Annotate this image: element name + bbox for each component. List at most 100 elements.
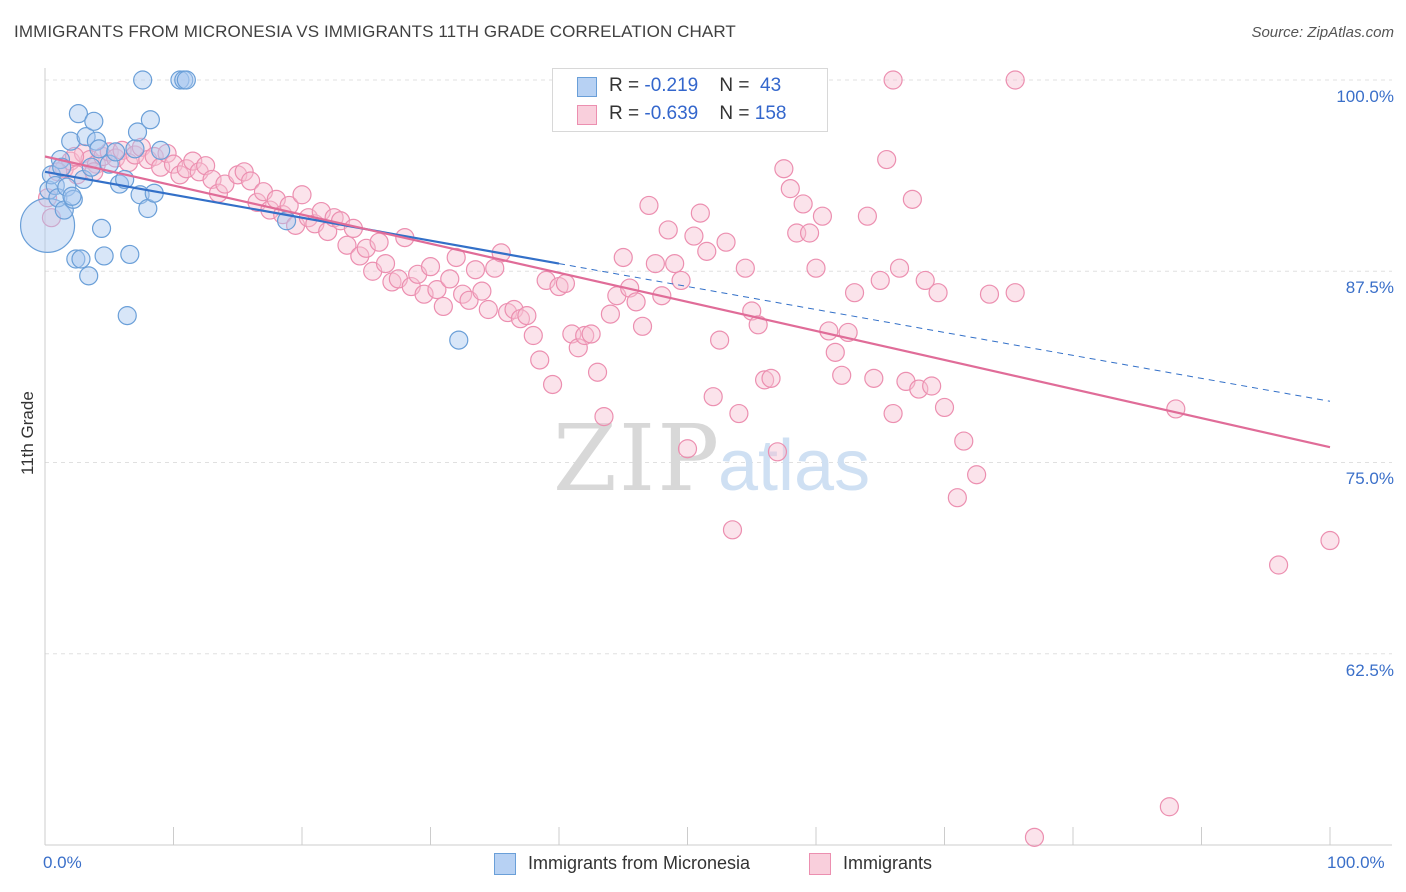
immigrants-point: [902, 189, 922, 209]
n-value: 43: [760, 75, 782, 96]
immigrants-point: [555, 273, 576, 294]
immigrants-point: [819, 321, 839, 341]
watermark-zip: ZIP: [553, 405, 721, 512]
immigrants-point: [870, 270, 890, 291]
micronesia-point: [117, 306, 137, 326]
immigrants-point: [594, 407, 614, 427]
immigrants-point: [645, 254, 665, 274]
micronesia-point: [61, 131, 81, 151]
immigrants-point: [857, 206, 878, 226]
immigrants-point: [671, 270, 691, 291]
series-micronesia-points: [19, 70, 469, 350]
micronesia-point: [94, 246, 114, 266]
micronesia-point: [84, 111, 104, 131]
correlation-legend: R = -0.219 N = 43 R = -0.639 N = 158: [552, 68, 828, 132]
immigrants-point: [825, 342, 845, 362]
micronesia-point: [66, 249, 86, 269]
immigrants-point: [427, 280, 447, 300]
immigrants-point: [1159, 797, 1179, 817]
immigrants-point: [883, 403, 903, 424]
immigrants-point: [1166, 399, 1186, 419]
immigrants-point: [684, 226, 704, 246]
n-label: N =: [719, 103, 755, 124]
immigrants-point: [799, 223, 820, 243]
watermark-atlas: atlas: [718, 426, 870, 506]
immigrants-point: [337, 235, 357, 255]
micronesia-point: [76, 127, 96, 147]
immigrants-point: [292, 185, 312, 205]
micronesia-point: [89, 139, 109, 159]
immigrants-point: [954, 431, 974, 451]
micronesia-point: [449, 330, 469, 350]
immigrants-point: [754, 370, 775, 390]
legend-swatch-blue: [577, 77, 597, 97]
micronesia-point: [86, 131, 107, 151]
immigrants-point: [658, 220, 678, 240]
immigrants-point: [832, 365, 852, 385]
immigrants-point: [414, 284, 434, 304]
immigrants-point: [1320, 530, 1340, 551]
legend-stats: R = -0.639 N = 158: [609, 103, 786, 125]
immigrants-point: [517, 306, 537, 326]
micronesia-point: [68, 104, 89, 124]
r-value: -0.219: [644, 75, 699, 96]
immigrants-point: [780, 179, 800, 199]
immigrants-point: [478, 299, 498, 320]
micronesia-point: [120, 244, 140, 265]
immigrants-point: [163, 154, 184, 174]
immigrants-trend-line: [44, 155, 1331, 449]
micronesia-point: [52, 157, 72, 177]
immigrants-point: [922, 376, 942, 396]
immigrants-point: [748, 315, 768, 335]
bottom-legend-label: Immigrants from Micronesia: [528, 853, 751, 873]
n-label: N =: [719, 75, 755, 96]
immigrants-point: [472, 281, 492, 301]
immigrants-point: [677, 439, 698, 459]
micronesia-point: [99, 154, 119, 174]
immigrants-point: [530, 350, 550, 370]
immigrants-point: [125, 145, 145, 165]
immigrants-point: [928, 283, 948, 303]
immigrants-point: [350, 246, 370, 266]
immigrants-point: [934, 397, 955, 418]
micronesia-point: [106, 142, 126, 162]
immigrants-point: [864, 368, 884, 388]
legend-swatch-pink: [577, 105, 597, 125]
immigrants-point: [1024, 827, 1045, 847]
immigrants-point: [967, 465, 987, 485]
y-axis-label: 11th Grade: [18, 391, 37, 475]
bottom-legend-label: Immigrants: [843, 853, 933, 873]
micronesia-trend-line: [44, 170, 560, 265]
micronesia-point: [71, 249, 91, 269]
immigrants-point: [587, 362, 608, 382]
immigrants-point: [581, 324, 601, 344]
immigrants-point: [613, 247, 633, 268]
immigrants-point: [1005, 70, 1025, 90]
immigrants-point: [915, 270, 935, 291]
micronesia-point: [127, 122, 148, 142]
r-value: -0.639: [644, 103, 699, 124]
bottom-legend-swatch-blue: [494, 853, 516, 875]
immigrants-point: [877, 149, 897, 170]
micronesia-point: [79, 266, 99, 286]
immigrants-point: [761, 368, 781, 388]
immigrants-point: [883, 70, 903, 90]
immigrants-point: [64, 146, 85, 167]
bottom-legend-swatch-pink: [809, 853, 831, 875]
immigrants-point: [722, 520, 743, 540]
immigrants-point: [600, 304, 621, 324]
immigrants-point: [375, 254, 396, 274]
immigrants-point: [575, 325, 595, 346]
micronesia-point: [151, 140, 171, 160]
x-tick-label: 0.0%: [43, 853, 82, 872]
trend-lines: [44, 155, 1331, 449]
legend-stats: R = -0.219 N = 43: [609, 75, 781, 97]
immigrants-point: [568, 338, 588, 358]
immigrants-point: [241, 171, 261, 191]
chart-title: IMMIGRANTS FROM MICRONESIA VS IMMIGRANTS…: [14, 22, 736, 41]
chart-source: Source: ZipAtlas.com: [1251, 24, 1394, 41]
immigrants-point: [889, 258, 910, 278]
micronesia-trend-extension: [558, 263, 1331, 402]
immigrants-point: [1268, 555, 1289, 575]
